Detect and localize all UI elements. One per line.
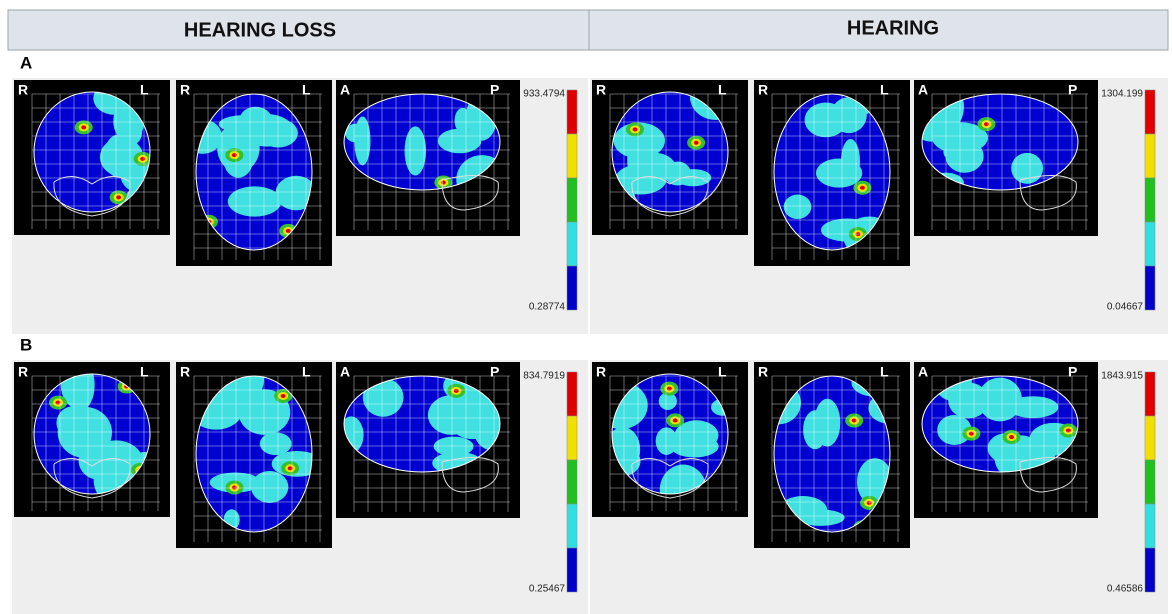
scale-min: 0.46586: [1107, 584, 1144, 595]
figure: HEARING LOSS HEARING ARLRLAP933.47940.28…: [0, 0, 1172, 614]
view-label: P: [1068, 364, 1077, 380]
activation-blob: [867, 501, 872, 505]
brain-view: AP: [914, 356, 1098, 518]
colorbar-segment: [1145, 372, 1155, 416]
view-label: L: [302, 364, 311, 380]
colorbar-segment: [567, 504, 577, 548]
view-label: L: [880, 82, 889, 98]
row-label: B: [20, 335, 32, 354]
colorbar-segment: [1145, 548, 1155, 592]
colorbar-segment: [567, 266, 577, 310]
view-label: A: [918, 364, 928, 380]
activation-blob: [260, 432, 292, 455]
row-label: A: [20, 53, 32, 72]
brain-view: RL: [754, 361, 910, 548]
activation-blob: [286, 229, 291, 233]
view-label: R: [758, 82, 768, 98]
activation-blob: [281, 394, 286, 398]
view-label: P: [490, 364, 499, 380]
view-label: R: [18, 364, 28, 380]
activation-blob: [945, 139, 983, 172]
colorbar-segment: [567, 372, 577, 416]
scale-max: 1304.199: [1101, 89, 1143, 100]
activation-blob: [670, 435, 718, 457]
colorbar-segment: [567, 222, 577, 266]
scale-min: 0.28774: [529, 302, 566, 313]
view-label: R: [596, 82, 606, 98]
view-label: R: [180, 364, 190, 380]
view-label: P: [1068, 82, 1077, 98]
colorbar-segment: [567, 460, 577, 504]
header-bar: [8, 10, 1168, 50]
view-label: L: [880, 364, 889, 380]
view-label: P: [490, 82, 499, 98]
colorbar-segment: [567, 416, 577, 460]
activation-blob: [633, 127, 638, 131]
scale-max: 834.7919: [523, 371, 565, 382]
brain-view: RL: [592, 73, 750, 235]
view-label: L: [718, 82, 727, 98]
view-label: A: [918, 82, 928, 98]
activation-blob: [140, 157, 145, 161]
colorbar-segment: [1145, 416, 1155, 460]
scale-max: 933.4794: [523, 89, 565, 100]
column-title: HEARING: [847, 17, 939, 39]
colorbar-segment: [1145, 222, 1155, 266]
view-label: R: [596, 364, 606, 380]
activation-blob: [860, 186, 865, 190]
activation-blob: [405, 126, 427, 175]
view-label: L: [140, 364, 149, 380]
colorbar-segment: [1145, 134, 1155, 178]
activation-blob: [841, 139, 860, 183]
activation-blob: [673, 418, 678, 422]
view-label: A: [340, 82, 350, 98]
view-label: L: [302, 82, 311, 98]
activation-blob: [120, 119, 142, 146]
colorbar-segment: [1145, 266, 1155, 310]
view-label: R: [180, 82, 190, 98]
colorbar-segment: [567, 178, 577, 222]
colorbar-segment: [1145, 178, 1155, 222]
activation-blob: [81, 125, 86, 129]
view-label: R: [758, 364, 768, 380]
colorbar-segment: [1145, 460, 1155, 504]
colorbar-segment: [1145, 504, 1155, 548]
view-label: L: [718, 364, 727, 380]
colorbar-segment: [567, 548, 577, 592]
column-title: HEARING LOSS: [184, 19, 336, 41]
activation-blob: [948, 383, 989, 419]
scale-min: 0.04667: [1107, 302, 1144, 313]
view-label: A: [340, 364, 350, 380]
activation-blob: [1009, 435, 1014, 439]
view-label: R: [18, 82, 28, 98]
activation-blob: [784, 195, 812, 219]
colorbar-segment: [567, 90, 577, 134]
scale-min: 0.25467: [529, 584, 566, 595]
scale-max: 1843.915: [1101, 371, 1143, 382]
colorbar-segment: [1145, 90, 1155, 134]
colorbar-segment: [567, 134, 577, 178]
activation-blob: [454, 389, 459, 393]
view-label: L: [140, 82, 149, 98]
activation-blob: [814, 399, 840, 447]
activation-blob: [116, 195, 121, 199]
